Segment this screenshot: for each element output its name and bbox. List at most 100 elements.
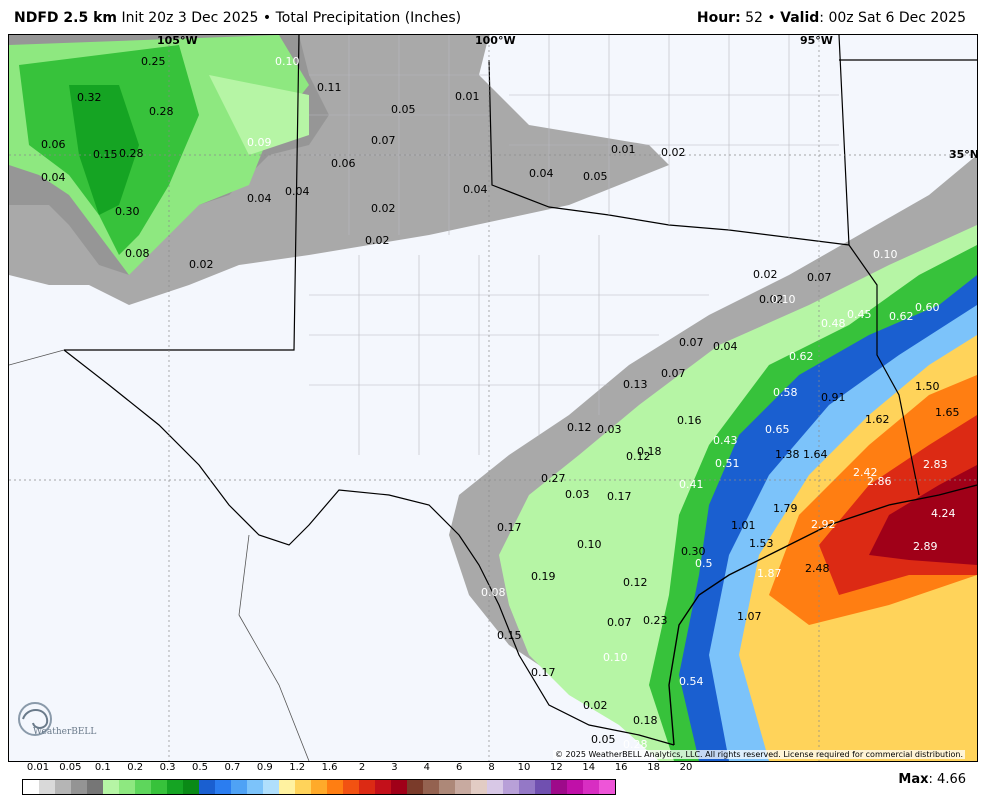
legend-tick-label: 6 bbox=[456, 762, 463, 773]
precip-amount-label: 0.03 bbox=[597, 423, 622, 436]
precip-amount-label: 0.16 bbox=[677, 414, 702, 427]
precip-amount-label: 1.07 bbox=[737, 610, 762, 623]
max-number: : 4.66 bbox=[928, 772, 966, 787]
legend-swatch bbox=[167, 780, 183, 794]
precip-amount-label: 0.15 bbox=[93, 148, 118, 161]
precip-amount-label: 0.02 bbox=[583, 699, 608, 712]
color-legend: 0.01 0.05 0.1 0.2 0.3 0.5 0.7 0.9 1.2 1.6 2 3 4 6 8 10 1… bbox=[22, 762, 702, 796]
precip-amount-label: 0.06 bbox=[331, 157, 356, 170]
precip-amount-label: 0.48 bbox=[821, 317, 846, 330]
legend-tick-label: 1.2 bbox=[289, 762, 306, 773]
precip-amount-label: 2.42 bbox=[853, 466, 878, 479]
precip-amount-label: 0.45 bbox=[847, 308, 872, 321]
precip-amount-label: 0.01 bbox=[611, 143, 636, 156]
legend-swatch bbox=[375, 780, 391, 794]
title-separator: • bbox=[262, 10, 272, 26]
precip-amount-label: 0.19 bbox=[531, 570, 556, 583]
precip-amount-label: 0.17 bbox=[531, 666, 556, 679]
valid-time-header: Hour: 52 • Valid: 00z Sat 6 Dec 2025 bbox=[697, 10, 966, 34]
amount-labels-light: 0.100.090.100.100.480.45 0.620.600.620.58… bbox=[247, 55, 956, 751]
lon-105w-label: 105°W bbox=[157, 35, 198, 47]
legend-swatch bbox=[311, 780, 327, 794]
precip-amount-label: 2.92 bbox=[811, 518, 836, 531]
precip-amount-label: 0.04 bbox=[41, 171, 66, 184]
precip-amount-label: 0.08 bbox=[125, 247, 150, 260]
legend-swatch bbox=[151, 780, 167, 794]
precip-amount-label: 1.01 bbox=[731, 519, 756, 532]
precip-amount-label: 0.10 bbox=[275, 55, 300, 68]
legend-tick-label: 12 bbox=[550, 762, 563, 773]
max-value: Max: 4.66 bbox=[898, 772, 966, 787]
legend-tick-label: 0.05 bbox=[59, 762, 82, 773]
precipitation-map: 105°W 100°W 95°W 35°N 0.25 0.32 0.28 0.06 0.… bbox=[8, 34, 978, 762]
legend-swatch bbox=[263, 780, 279, 794]
legend-tick-label: 14 bbox=[582, 762, 596, 773]
precip-amount-label: 0.07 bbox=[679, 336, 704, 349]
precip-amount-label: 0.04 bbox=[463, 183, 488, 196]
precip-amount-label: 2.48 bbox=[805, 562, 830, 575]
legend-swatch bbox=[583, 780, 599, 794]
precip-amount-label: 1.64 bbox=[803, 448, 828, 461]
legend-colorbar bbox=[22, 779, 616, 795]
valid-label: Valid bbox=[780, 10, 820, 26]
precip-amount-label: 0.05 bbox=[391, 103, 416, 116]
legend-swatch bbox=[343, 780, 359, 794]
precip-amount-label: 1.65 bbox=[935, 406, 960, 419]
precip-amount-label: 0.27 bbox=[541, 472, 566, 485]
weatherbell-logo bbox=[15, 699, 77, 739]
hour-label: Hour: bbox=[696, 10, 741, 26]
legend-swatch bbox=[183, 780, 199, 794]
precip-amount-label: 0.28 bbox=[119, 147, 144, 160]
precip-amount-label: 1.62 bbox=[865, 413, 890, 426]
precip-amount-label: 0.02 bbox=[759, 293, 784, 306]
precip-amount-label: 0.91 bbox=[821, 391, 846, 404]
legend-swatch bbox=[471, 780, 487, 794]
precip-amount-label: 0.28 bbox=[623, 738, 648, 751]
precip-amount-label: 2.83 bbox=[923, 458, 948, 471]
max-label: Max bbox=[898, 772, 929, 787]
precip-amount-label: 0.30 bbox=[115, 205, 140, 218]
precip-amount-label: 0.65 bbox=[765, 423, 790, 436]
precip-amount-label: 0.02 bbox=[189, 258, 214, 271]
legend-swatch bbox=[39, 780, 55, 794]
legend-tick-label: 0.9 bbox=[256, 762, 273, 773]
legend-swatch bbox=[215, 780, 231, 794]
legend-swatch bbox=[455, 780, 471, 794]
variable-name: Total Precipitation (Inches) bbox=[275, 10, 462, 26]
lon-95w-label: 95°W bbox=[800, 35, 833, 47]
precip-amount-label: 0.03 bbox=[565, 488, 590, 501]
legend-swatch bbox=[327, 780, 343, 794]
precip-amount-label: 0.04 bbox=[247, 192, 272, 205]
legend-swatch bbox=[247, 780, 263, 794]
precip-amount-label: 0.10 bbox=[873, 248, 898, 261]
precip-amount-label: 0.62 bbox=[889, 310, 914, 323]
legend-tick-label: 4 bbox=[423, 762, 430, 773]
legend-swatch bbox=[487, 780, 503, 794]
precip-amount-label: 0.51 bbox=[715, 457, 740, 470]
precip-amount-label: 0.58 bbox=[773, 386, 798, 399]
precip-amount-label: 2.86 bbox=[867, 475, 892, 488]
precip-amount-label: 0.07 bbox=[661, 367, 686, 380]
legend-swatch bbox=[503, 780, 519, 794]
precip-amount-label: 0.18 bbox=[637, 445, 662, 458]
boundaries bbox=[9, 35, 977, 761]
precip-amount-label: 0.10 bbox=[603, 651, 628, 664]
precip-amount-label: 0.05 bbox=[583, 170, 608, 183]
precip-amount-label: 0.12 bbox=[623, 576, 648, 589]
precip-amount-label: 0.10 bbox=[577, 538, 602, 551]
legend-swatch bbox=[551, 780, 567, 794]
map-canvas: 105°W 100°W 95°W 35°N 0.25 0.32 0.28 0.06 0.… bbox=[9, 35, 977, 761]
legend-swatch bbox=[391, 780, 407, 794]
precip-amount-label: 0.17 bbox=[607, 490, 632, 503]
precip-amount-label: 0.43 bbox=[713, 434, 738, 447]
legend-swatch bbox=[519, 780, 535, 794]
precip-amount-label: 0.28 bbox=[149, 105, 174, 118]
legend-swatch bbox=[103, 780, 119, 794]
legend-swatch bbox=[135, 780, 151, 794]
legend-tick-label: 0.01 bbox=[26, 762, 50, 773]
legend-swatch bbox=[439, 780, 455, 794]
legend-swatch bbox=[295, 780, 311, 794]
amount-labels-dark: 0.250.320.280.060.15 0.280.040.300.080.02… bbox=[41, 55, 960, 746]
precip-amount-label: 0.08 bbox=[481, 586, 506, 599]
legend-tick-label: 2 bbox=[358, 762, 366, 773]
